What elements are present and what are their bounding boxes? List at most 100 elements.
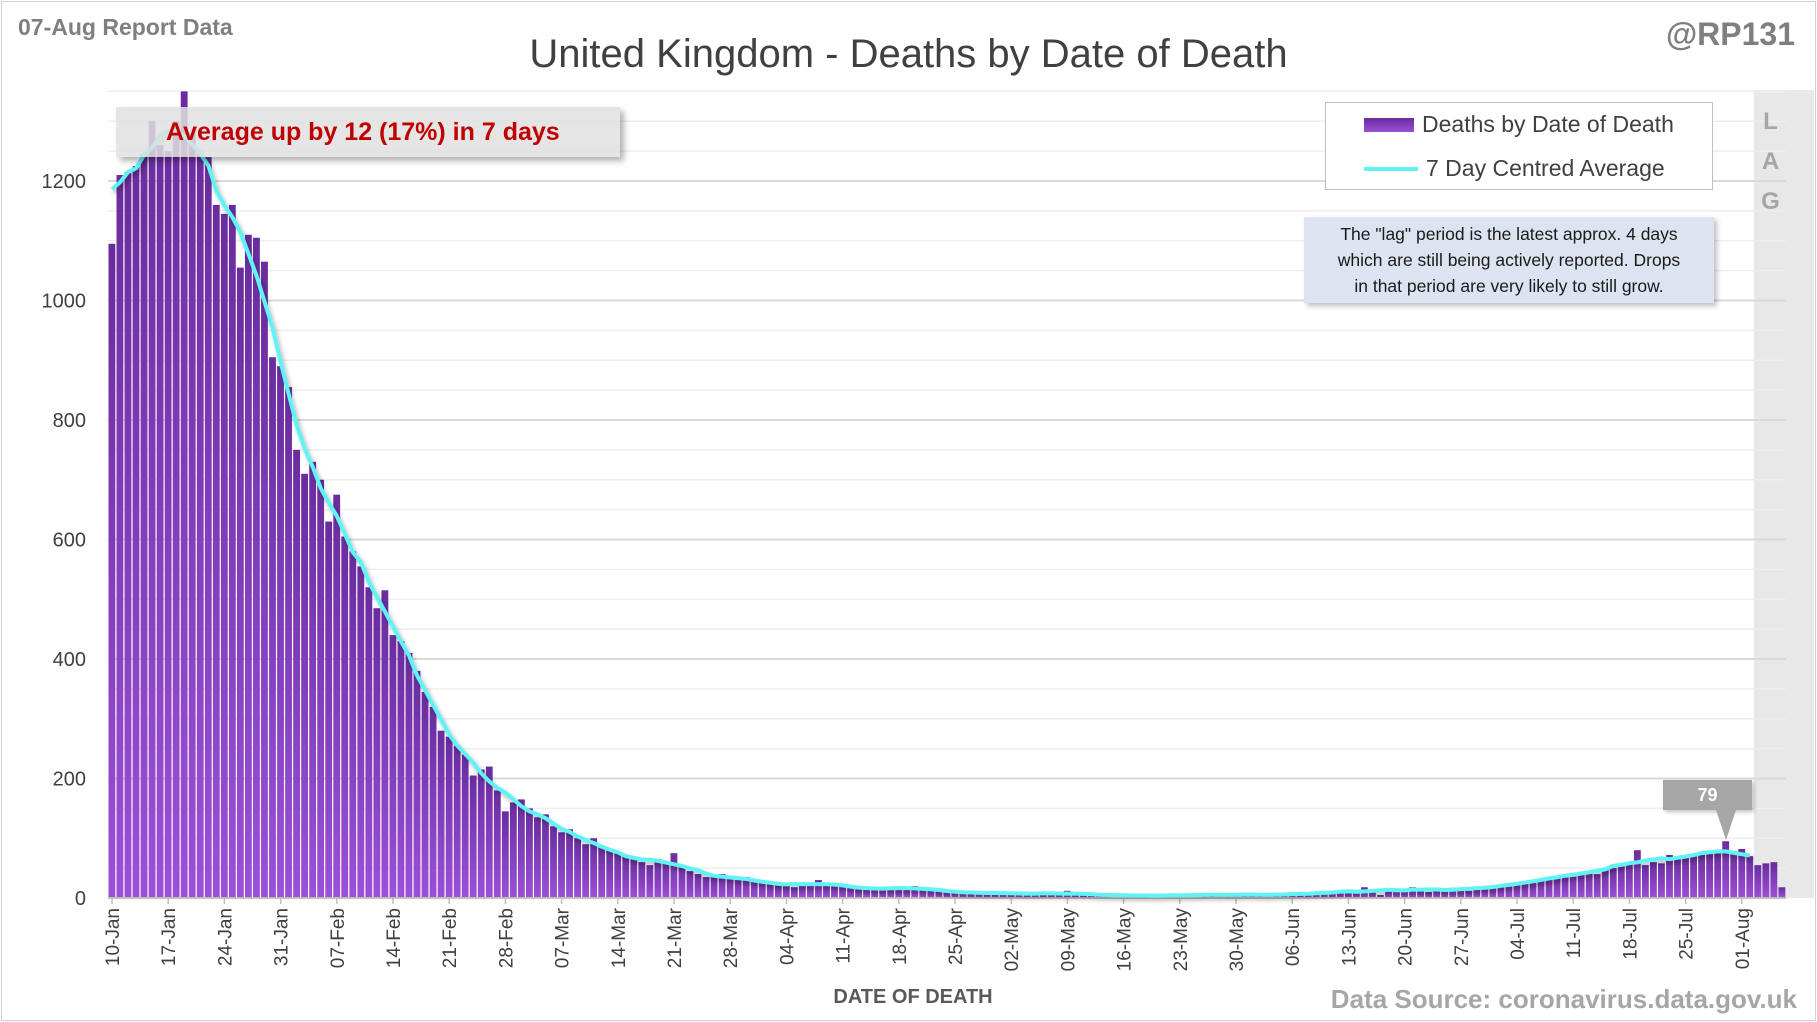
bar [317, 479, 325, 898]
x-tick-label: 21-Feb [440, 908, 461, 968]
bar [1039, 894, 1047, 898]
average-line [110, 129, 1751, 898]
bar [951, 892, 959, 898]
bar [1625, 862, 1633, 898]
bar [1240, 895, 1248, 898]
bar [750, 880, 758, 898]
bar [269, 357, 276, 898]
bar [1417, 890, 1425, 898]
legend-item-deaths: Deaths by Date of Death [1364, 111, 1674, 138]
bar [782, 886, 790, 898]
bar [1296, 894, 1304, 898]
bar [678, 865, 686, 898]
bar [1489, 887, 1497, 898]
bar [1561, 875, 1569, 898]
info-line: which are still being actively reported.… [1337, 250, 1681, 270]
bar [445, 736, 453, 898]
bar [1441, 890, 1449, 898]
bar [341, 536, 349, 898]
bar [1208, 895, 1216, 898]
bar [774, 884, 782, 898]
bar [1047, 893, 1055, 898]
bar [1385, 890, 1392, 898]
bar [831, 884, 838, 898]
bar [309, 461, 317, 898]
x-tick-label: 30-May [1227, 908, 1248, 972]
bar [798, 884, 806, 898]
bar [823, 883, 830, 898]
bar [919, 887, 927, 898]
bar [991, 893, 999, 898]
bar [614, 853, 622, 898]
bar [1409, 887, 1416, 898]
bar [1023, 893, 1031, 898]
bar [686, 871, 694, 898]
bar [654, 859, 662, 898]
y-tick-label: 1200 [42, 171, 87, 193]
bar [1529, 881, 1537, 898]
bar [1730, 851, 1738, 898]
x-tick-label: 25-Apr [946, 907, 967, 965]
bar [879, 889, 887, 898]
bar [389, 635, 397, 898]
bar [373, 608, 381, 898]
bar [437, 730, 445, 898]
bar [1336, 892, 1344, 898]
bar [172, 121, 180, 898]
report-date-label: 07-Aug Report Data [18, 14, 233, 40]
bar [550, 826, 557, 898]
average-change-annotation: Average up by 12 (17%) in 7 days [116, 107, 620, 157]
x-tick-label: 28-Feb [496, 908, 517, 968]
bar [758, 881, 766, 898]
bar [1658, 863, 1665, 898]
bar [1633, 850, 1641, 898]
bar [1377, 895, 1384, 898]
bar [646, 865, 654, 898]
chart-title: United Kingdom - Deaths by Date of Death [529, 32, 1288, 76]
bar [574, 838, 581, 898]
x-tick-label: 11-Apr [834, 907, 855, 963]
bar [453, 745, 461, 898]
x-tick-label: 02-May [1002, 908, 1023, 972]
bar [1401, 889, 1408, 898]
bar [1617, 865, 1625, 898]
legend-label-average: 7 Day Centred Average [1426, 155, 1665, 181]
bar [156, 145, 164, 898]
bar [469, 775, 477, 898]
bar [742, 877, 750, 898]
bar [220, 213, 228, 899]
x-tick-label: 11-Jul [1564, 908, 1585, 958]
x-tick-label: 17-Jan [159, 908, 180, 966]
bar [525, 808, 533, 898]
x-tick-label: 07-Mar [553, 907, 574, 968]
bar [1593, 874, 1601, 898]
bar [228, 204, 236, 898]
bar [734, 880, 742, 898]
bar [598, 847, 606, 898]
y-tick-label: 600 [53, 530, 86, 552]
bar [1722, 841, 1730, 898]
bar [534, 817, 541, 898]
bar [1698, 854, 1706, 898]
bar [1609, 868, 1617, 898]
bar [485, 766, 493, 898]
legend-bar-swatch [1364, 117, 1414, 132]
latest-average-callout: 79 [1663, 780, 1752, 810]
bar [357, 566, 365, 898]
bar [285, 387, 292, 898]
bar [397, 641, 405, 898]
bar [236, 267, 244, 898]
lag-letter-a: A [1761, 148, 1780, 175]
bar [1754, 865, 1762, 898]
x-tick-label: 13-Jun [1339, 908, 1360, 966]
bar [1288, 895, 1296, 898]
bar [1497, 886, 1505, 898]
bar [244, 234, 252, 898]
x-tick-label: 04-Apr [777, 907, 798, 965]
bar [1433, 889, 1441, 898]
bar [1481, 887, 1489, 898]
x-tick-label: 24-Jan [215, 908, 236, 966]
x-tick-label: 09-May [1058, 908, 1079, 972]
callout-pointer [1716, 810, 1736, 840]
